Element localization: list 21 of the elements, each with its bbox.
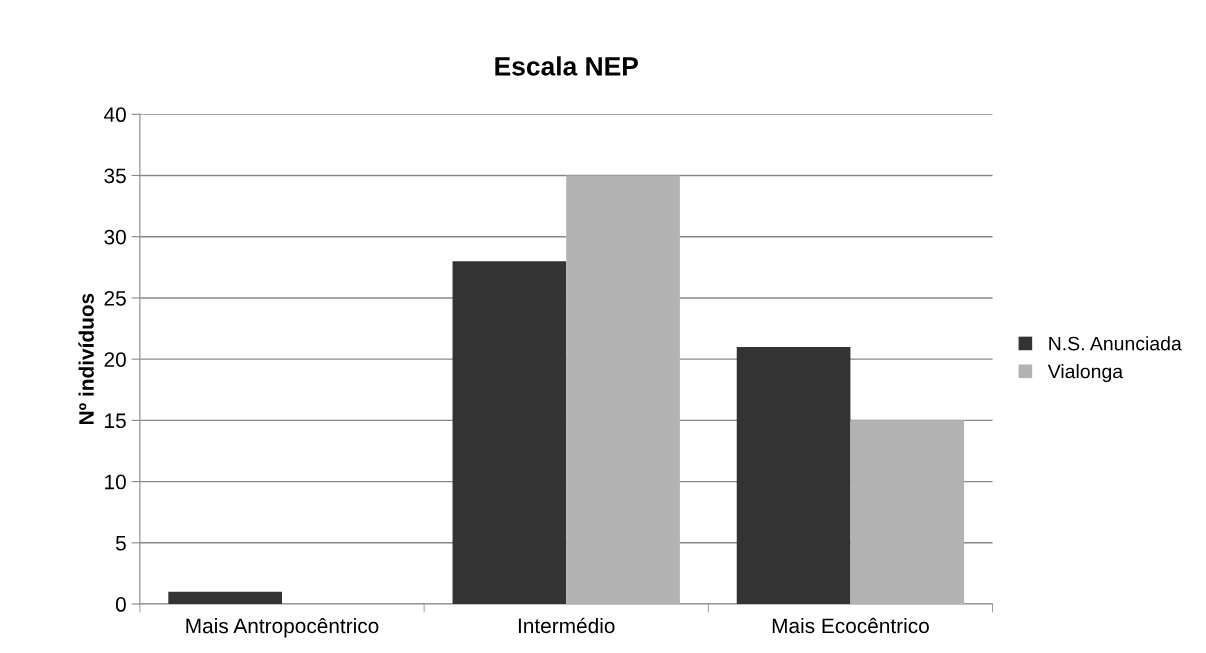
x-tick-label: Intermédio <box>518 617 615 634</box>
legend-label: Vialonga <box>1047 364 1124 383</box>
y-tick-label: 35 <box>104 168 126 184</box>
bar <box>736 346 851 605</box>
y-tick-label: 30 <box>104 229 126 245</box>
bar <box>452 261 567 605</box>
y-tick-label: 20 <box>104 352 126 367</box>
y-tick-label: 25 <box>104 290 126 306</box>
y-tick-label: 40 <box>104 107 126 123</box>
bar <box>566 175 680 605</box>
legend-label: N.S. Anunciada <box>1049 336 1182 351</box>
bar <box>168 591 282 605</box>
y-tick-label: 0 <box>115 597 126 612</box>
y-tick-label: 10 <box>105 474 126 490</box>
y-tick-label: 5 <box>115 536 126 551</box>
x-tick-label: Mais Ecocêntrico <box>772 617 929 634</box>
chart-title: Escala NEP <box>495 56 638 76</box>
x-tick-label: Mais Antropocêntrico <box>186 617 379 638</box>
y-tick-label: 15 <box>105 413 126 429</box>
bar <box>850 420 965 605</box>
y-axis-title: Nº indivíduos <box>78 293 94 425</box>
